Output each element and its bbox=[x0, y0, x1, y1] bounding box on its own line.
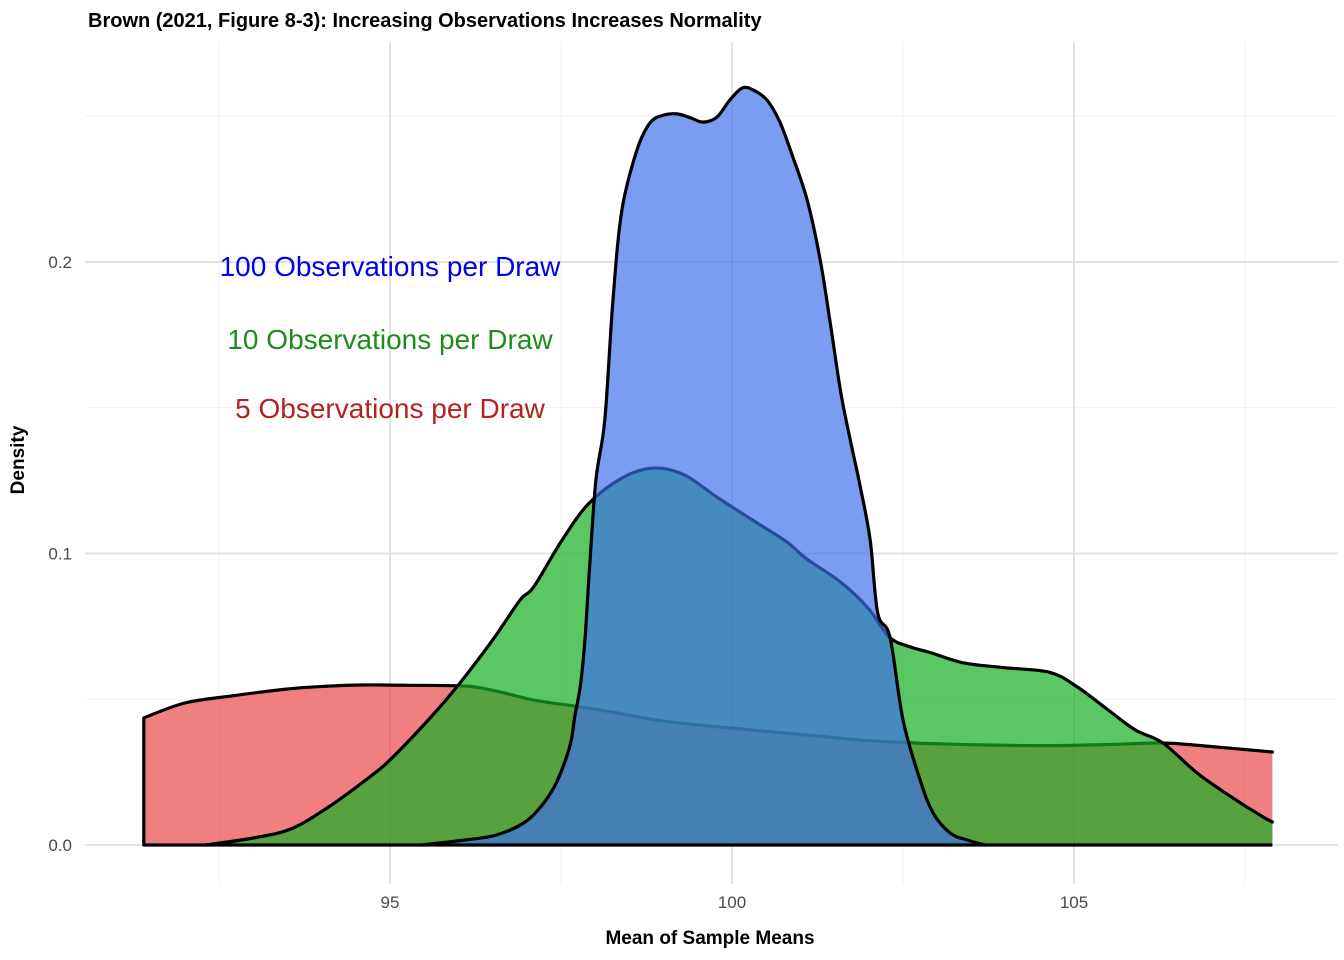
series-layer bbox=[142, 85, 1274, 847]
density-outline-100-obs bbox=[419, 85, 987, 847]
axis-layer: 95 100 105 0.0 0.1 0.2 bbox=[48, 253, 1088, 912]
annotation-100-observations: 100 Observations per Draw bbox=[220, 251, 562, 282]
x-axis-title: Mean of Sample Means bbox=[605, 928, 814, 949]
chart-title: Brown (2021, Figure 8-3): Increasing Obs… bbox=[88, 10, 762, 32]
x-tick-label: 95 bbox=[381, 893, 400, 912]
density-area-100-obs bbox=[420, 87, 986, 846]
y-axis-title: Density bbox=[8, 425, 29, 494]
y-tick-label: 0.0 bbox=[48, 836, 72, 855]
x-tick-label: 105 bbox=[1060, 893, 1088, 912]
annotation-10-observations: 10 Observations per Draw bbox=[227, 324, 553, 355]
y-tick-label: 0.2 bbox=[48, 253, 72, 272]
y-tick-label: 0.1 bbox=[48, 545, 72, 564]
annotation-5-observations: 5 Observations per Draw bbox=[235, 393, 545, 424]
x-tick-label: 100 bbox=[718, 893, 746, 912]
annotation-layer: 100 Observations per Draw 10 Observations… bbox=[220, 251, 562, 424]
